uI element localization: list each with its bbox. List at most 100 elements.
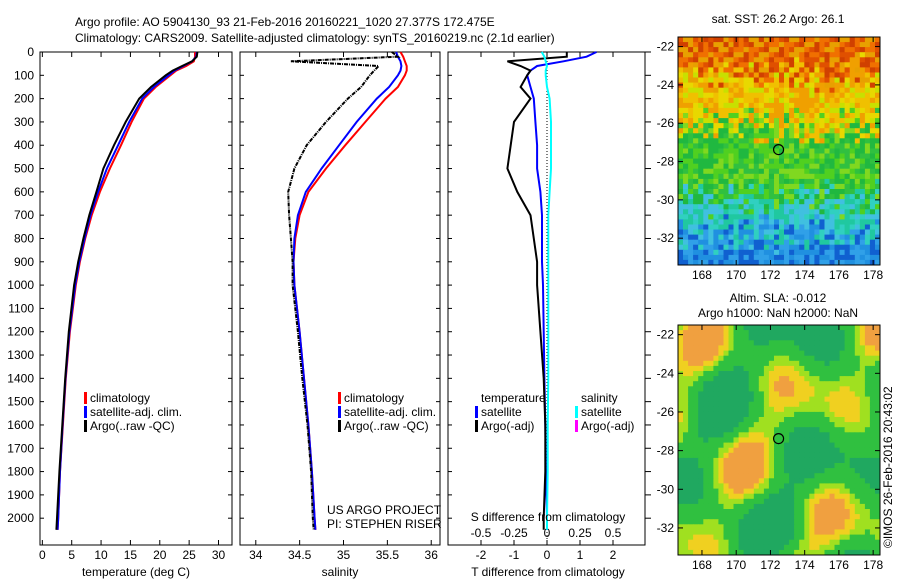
map-cell: [748, 473, 755, 479]
map-cell: [733, 249, 739, 256]
map-cell: [794, 468, 800, 474]
map-cell: [869, 391, 876, 397]
map-cell: [698, 437, 704, 443]
map-cell: [688, 411, 694, 418]
map-cell: [829, 386, 835, 392]
map-cell: [748, 148, 755, 155]
map-cell: [864, 417, 871, 423]
map-cell: [854, 82, 861, 89]
map-cell: [718, 259, 724, 266]
map-cell: [844, 488, 851, 495]
map-cell: [758, 519, 765, 525]
map-cell: [789, 153, 795, 160]
map-cell: [869, 97, 876, 104]
map-cell: [854, 163, 861, 170]
map-cell: [875, 42, 881, 48]
map-cell: [693, 259, 699, 266]
map-cell: [809, 365, 815, 372]
map-cell: [819, 87, 825, 94]
map-cell: [718, 234, 724, 241]
map-cell: [723, 534, 729, 541]
map-cell: [698, 158, 704, 165]
map-cell: [864, 401, 871, 408]
map-cell: [839, 87, 846, 94]
map-cell: [748, 365, 755, 372]
map-cell: [794, 335, 800, 341]
map-cell: [753, 447, 760, 454]
map-cell: [743, 158, 750, 165]
map-cell: [768, 57, 775, 63]
lon-tick-label: 172: [760, 268, 780, 282]
map-cell: [713, 488, 719, 495]
map-cell: [703, 57, 709, 63]
map-cell: [763, 77, 770, 84]
map-cell: [688, 219, 694, 225]
map-cell: [794, 107, 800, 114]
map-cell: [809, 417, 815, 423]
map-cell: [844, 178, 851, 185]
map-cell: [728, 483, 734, 489]
map-cell: [763, 199, 770, 205]
map-cell: [728, 411, 734, 418]
map-cell: [753, 391, 760, 397]
map-cell: [748, 381, 755, 387]
map-cell: [718, 534, 724, 541]
map-cell: [784, 371, 790, 377]
map-cell: [678, 224, 684, 231]
map-cell: [869, 123, 876, 129]
map-cell: [698, 391, 704, 397]
map-cell: [864, 37, 871, 43]
map-cell: [875, 118, 881, 124]
map-cell: [768, 365, 775, 372]
map-cell: [799, 158, 805, 165]
map-cell: [728, 107, 734, 114]
map-cell: [763, 67, 770, 73]
map-cell: [839, 234, 846, 241]
map-cell: [683, 123, 689, 129]
map-cell: [733, 219, 739, 225]
map-cell: [698, 148, 704, 155]
map-cell: [875, 493, 881, 500]
map-cell: [849, 214, 856, 220]
map-cell: [779, 437, 785, 443]
map-cell: [839, 128, 846, 134]
map-cell: [758, 396, 765, 403]
map-cell: [718, 386, 724, 392]
map-cell: [869, 244, 876, 251]
map-cell: [723, 47, 729, 53]
map-cell: [839, 259, 846, 266]
map-cell: [834, 158, 840, 165]
map-cell: [718, 97, 724, 104]
map-cell: [678, 422, 684, 428]
map-cell: [869, 158, 876, 165]
map-cell: [834, 52, 840, 58]
map-cell: [844, 447, 851, 454]
map-cell: [839, 123, 846, 129]
map-cell: [683, 549, 689, 556]
map-cell: [869, 209, 876, 215]
map-cell: [804, 102, 810, 109]
map-cell: [844, 360, 851, 367]
map-cell: [839, 488, 846, 495]
map-cell: [789, 365, 795, 372]
map-cell: [743, 509, 750, 515]
map-cell: [864, 189, 871, 195]
map-cell: [693, 483, 699, 489]
map-cell: [814, 199, 820, 205]
map-cell: [814, 102, 820, 109]
map-cell: [774, 463, 780, 469]
map-cell: [834, 148, 840, 155]
map-cell: [693, 209, 699, 215]
map-cell: [824, 509, 830, 515]
map-cell: [789, 376, 795, 382]
map-cell: [789, 539, 795, 546]
map-cell: [713, 365, 719, 372]
map-cell: [708, 148, 714, 155]
map-cell: [875, 335, 881, 341]
map-cell: [698, 514, 704, 520]
map-cell: [799, 102, 805, 109]
map-cell: [859, 452, 866, 459]
map-cell: [804, 493, 810, 500]
map-cell: [844, 183, 851, 190]
map-cell: [819, 534, 825, 541]
